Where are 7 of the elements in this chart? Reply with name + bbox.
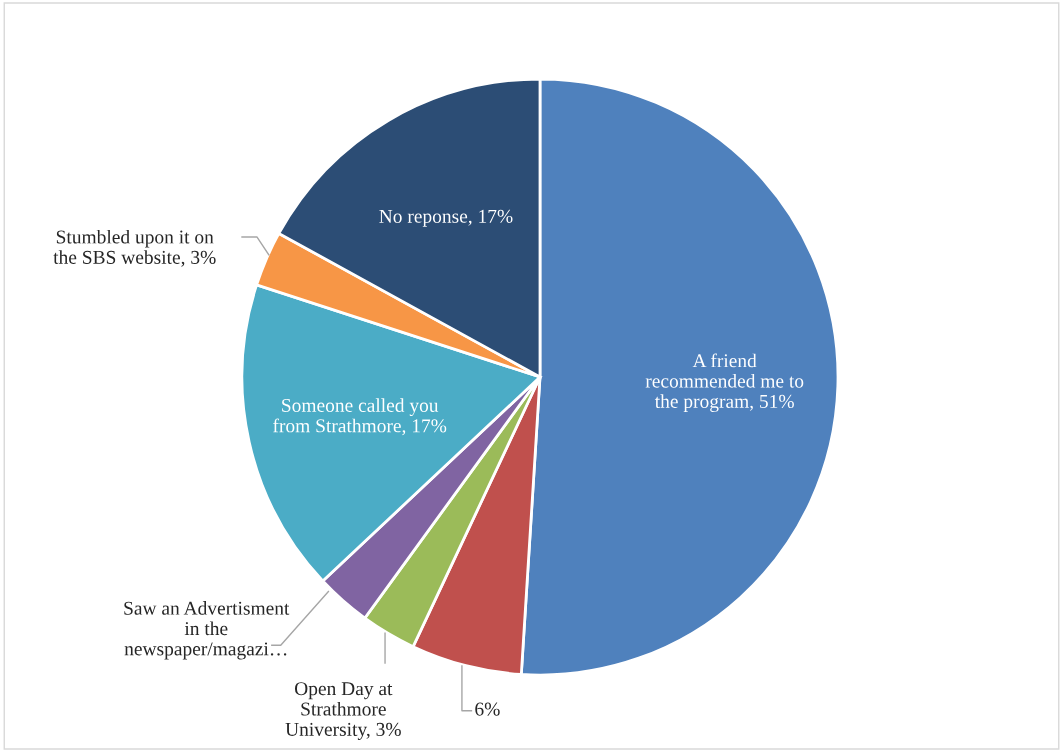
slice-label: No reponse, 17%: [379, 209, 513, 227]
slice-label: Stumbled upon it on the SBS website, 3%: [53, 229, 216, 267]
slice-label: A friend recommended me to the program, 51%: [645, 353, 804, 412]
data-label: 6%: [475, 702, 500, 716]
slice-label: Open Day at Strathmore University, 3%: [285, 682, 401, 740]
slice-label: Someone called you from Strathmore, 17%: [273, 398, 447, 436]
slice-label: Saw an Advertisment in the newspaper/magazi…: [124, 601, 290, 660]
